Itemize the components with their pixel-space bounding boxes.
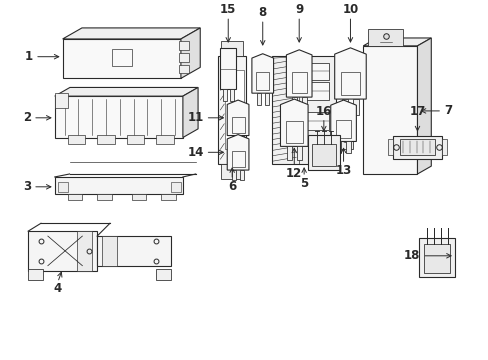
Polygon shape: [251, 54, 273, 93]
Polygon shape: [227, 135, 248, 170]
Polygon shape: [330, 100, 356, 141]
Polygon shape: [231, 151, 244, 167]
Polygon shape: [67, 194, 82, 200]
Polygon shape: [97, 236, 171, 266]
Polygon shape: [335, 60, 353, 80]
Polygon shape: [341, 99, 347, 115]
Polygon shape: [285, 121, 302, 143]
Polygon shape: [335, 130, 353, 149]
Polygon shape: [221, 41, 243, 56]
Polygon shape: [221, 164, 243, 179]
Polygon shape: [181, 28, 200, 78]
Polygon shape: [220, 48, 236, 89]
Polygon shape: [240, 170, 244, 180]
Polygon shape: [171, 182, 181, 192]
Polygon shape: [161, 194, 176, 200]
Polygon shape: [218, 56, 245, 164]
Polygon shape: [225, 71, 244, 149]
Text: 16: 16: [315, 105, 331, 118]
Polygon shape: [179, 64, 188, 73]
Text: 10: 10: [342, 3, 358, 16]
Polygon shape: [387, 139, 392, 155]
Polygon shape: [231, 117, 244, 133]
Polygon shape: [156, 135, 174, 144]
Polygon shape: [441, 139, 446, 155]
Polygon shape: [291, 72, 306, 93]
Text: 12: 12: [285, 167, 302, 180]
Polygon shape: [223, 89, 226, 101]
Polygon shape: [55, 177, 183, 194]
Polygon shape: [296, 147, 301, 160]
Text: 15: 15: [220, 3, 236, 16]
Polygon shape: [334, 48, 366, 99]
Text: 11: 11: [187, 111, 203, 124]
Polygon shape: [97, 135, 115, 144]
Polygon shape: [55, 87, 198, 96]
Polygon shape: [286, 147, 291, 160]
Polygon shape: [353, 99, 359, 115]
Polygon shape: [363, 38, 430, 46]
Text: 17: 17: [408, 105, 425, 118]
Polygon shape: [392, 136, 441, 159]
Polygon shape: [183, 87, 198, 138]
Text: 14: 14: [187, 146, 203, 159]
Polygon shape: [340, 72, 359, 95]
Polygon shape: [55, 93, 67, 108]
Polygon shape: [55, 96, 183, 138]
Polygon shape: [131, 194, 146, 200]
Polygon shape: [307, 135, 339, 170]
Polygon shape: [363, 46, 417, 174]
Polygon shape: [291, 97, 296, 111]
Polygon shape: [58, 182, 67, 192]
Polygon shape: [97, 194, 112, 200]
Polygon shape: [301, 97, 306, 111]
Text: 8: 8: [258, 6, 266, 19]
Polygon shape: [156, 269, 171, 280]
Text: 3: 3: [23, 180, 31, 193]
Polygon shape: [280, 99, 307, 147]
Polygon shape: [232, 170, 236, 180]
Polygon shape: [179, 53, 188, 62]
Polygon shape: [311, 144, 335, 166]
Polygon shape: [240, 136, 244, 145]
Polygon shape: [286, 50, 311, 97]
Text: 7: 7: [443, 104, 451, 117]
Polygon shape: [28, 269, 43, 280]
Polygon shape: [77, 231, 92, 271]
Text: 9: 9: [294, 3, 303, 16]
Text: 1: 1: [25, 50, 33, 63]
Polygon shape: [62, 39, 181, 78]
Text: 5: 5: [300, 177, 307, 190]
Polygon shape: [179, 41, 188, 50]
Polygon shape: [367, 29, 402, 46]
Polygon shape: [227, 100, 248, 136]
Polygon shape: [62, 28, 200, 39]
Text: 6: 6: [227, 180, 236, 193]
Polygon shape: [346, 141, 350, 153]
Polygon shape: [232, 136, 236, 145]
Text: 18: 18: [403, 249, 420, 262]
Polygon shape: [419, 238, 454, 278]
Polygon shape: [112, 49, 131, 66]
Polygon shape: [102, 236, 117, 266]
Polygon shape: [335, 120, 350, 138]
Polygon shape: [126, 135, 144, 144]
Polygon shape: [303, 112, 328, 130]
Polygon shape: [28, 231, 97, 271]
Polygon shape: [264, 93, 268, 105]
Polygon shape: [303, 82, 328, 100]
Polygon shape: [256, 93, 260, 105]
Text: 4: 4: [54, 283, 61, 296]
Polygon shape: [303, 63, 328, 80]
Polygon shape: [271, 56, 335, 164]
Polygon shape: [335, 141, 341, 153]
Polygon shape: [417, 38, 430, 174]
Polygon shape: [229, 89, 233, 101]
Polygon shape: [399, 139, 434, 155]
Polygon shape: [424, 244, 449, 273]
Polygon shape: [67, 135, 85, 144]
Text: 2: 2: [23, 111, 31, 124]
Polygon shape: [256, 72, 269, 90]
Text: 13: 13: [335, 164, 351, 177]
